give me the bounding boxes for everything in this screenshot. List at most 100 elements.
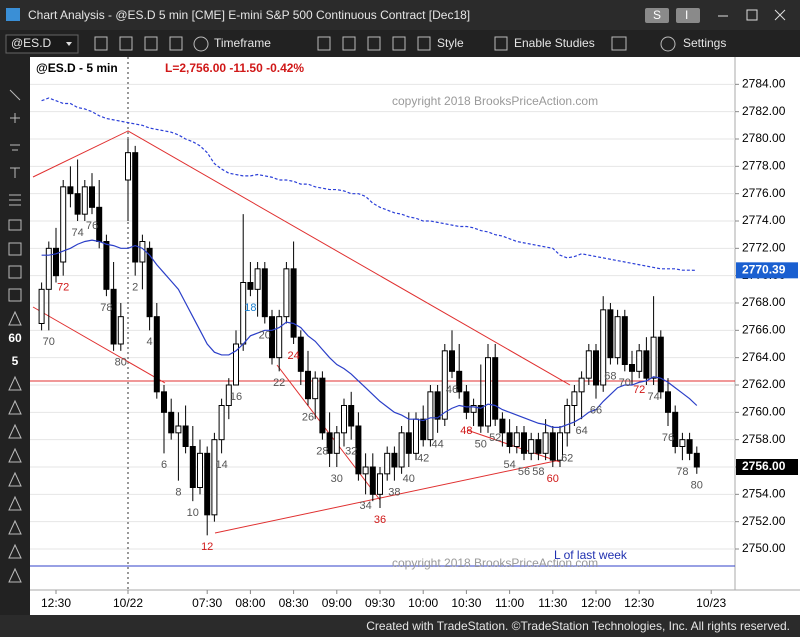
- candle-body: [585, 350, 592, 379]
- y-tick-label: 2758.00: [742, 432, 786, 446]
- bar-number: 48: [460, 425, 472, 437]
- price-flag: [736, 262, 798, 279]
- bar-number: 28: [316, 446, 328, 458]
- bar-number: 74: [71, 227, 83, 239]
- candle-body: [326, 432, 333, 454]
- x-tick-label: 11:30: [538, 596, 567, 610]
- y-tick-label: 2766.00: [742, 323, 786, 337]
- candle-body: [593, 350, 599, 386]
- candle-body: [384, 452, 391, 475]
- candle-body: [132, 152, 139, 263]
- bar-number: 24: [287, 350, 299, 362]
- candle-body: [449, 350, 455, 372]
- candle-body: [283, 268, 290, 318]
- settings-menu[interactable]: Settings: [683, 36, 726, 50]
- candle-body: [218, 405, 225, 441]
- s-button[interactable]: [645, 8, 669, 23]
- dropdown-arrow: [66, 42, 72, 46]
- candle-body: [607, 309, 614, 359]
- candle-body: [117, 316, 124, 345]
- candle-body: [528, 439, 535, 454]
- candle-body: [672, 411, 679, 448]
- candle-body: [506, 432, 513, 448]
- toolbar: [0, 30, 800, 57]
- candle-body: [139, 241, 146, 263]
- candle-body: [110, 288, 117, 345]
- candle-body: [657, 336, 664, 393]
- x-tick-label: 10/22: [113, 596, 143, 610]
- close[interactable]: [774, 9, 786, 21]
- bar-number: 76: [662, 432, 674, 444]
- candle-body: [233, 343, 239, 386]
- i-button[interactable]: [676, 8, 700, 23]
- bar-number: 34: [359, 500, 371, 512]
- candle-body: [377, 473, 383, 495]
- candle-body: [427, 391, 434, 441]
- bar-number: 40: [403, 473, 415, 485]
- candle-body: [600, 309, 607, 386]
- bar-number: 36: [374, 514, 386, 526]
- candle-body: [175, 425, 182, 434]
- interval-5[interactable]: 5: [12, 354, 19, 368]
- candle-body: [420, 418, 427, 441]
- x-tick-label: 12:00: [581, 596, 611, 610]
- candle-body: [348, 405, 355, 427]
- candle-body: [578, 377, 585, 393]
- tool-icons[interactable]: [8, 89, 22, 583]
- candle-body: [362, 466, 369, 475]
- style-menu[interactable]: Style: [437, 36, 464, 50]
- candle-body: [146, 247, 153, 318]
- candle-body: [686, 439, 693, 454]
- copyright: copyright 2018 BrooksPriceAction.com: [392, 556, 598, 570]
- trend-lines: [32, 130, 571, 534]
- bar-number: 4: [147, 336, 153, 348]
- candle-body: [153, 316, 160, 393]
- maximize[interactable]: [746, 9, 758, 21]
- candle-body: [261, 268, 268, 318]
- candle-body: [499, 418, 506, 434]
- studies-menu[interactable]: Enable Studies: [514, 36, 595, 50]
- y-tick-label: 2762.00: [742, 377, 786, 391]
- bar-number: 26: [302, 411, 314, 423]
- candle-body: [67, 186, 74, 195]
- candle-body: [398, 432, 405, 468]
- bar-number: 46: [446, 384, 458, 396]
- candle-body: [38, 288, 45, 325]
- candle-body: [535, 439, 542, 454]
- candle-body: [470, 405, 477, 413]
- candle-body: [549, 432, 556, 461]
- candle-body: [434, 391, 441, 420]
- symbol-box[interactable]: [5, 34, 79, 54]
- price-flag-label: 2770.39: [742, 263, 786, 277]
- candle-body: [693, 452, 700, 468]
- level-note: L of last week: [554, 548, 628, 562]
- candle-body: [276, 316, 283, 359]
- x-tick-label: 09:30: [365, 596, 395, 610]
- interval-60[interactable]: 60: [8, 331, 22, 345]
- x-tick-label: 10:00: [408, 596, 438, 610]
- timeframe-menu[interactable]: Timeframe: [214, 36, 271, 50]
- window-title: Chart Analysis - @ES.D 5 min [CME] E-min…: [28, 8, 470, 22]
- candle-body: [125, 152, 131, 181]
- candle-body: [614, 316, 621, 359]
- symbol[interactable]: @ES.D: [11, 36, 52, 50]
- candle-body: [485, 357, 491, 427]
- y-tick-label: 2754.00: [742, 487, 786, 501]
- y-tick-label: 2764.00: [742, 350, 786, 364]
- bar-number: 78: [100, 302, 112, 314]
- candle-body: [456, 370, 463, 393]
- x-tick-label: 10:30: [451, 596, 481, 610]
- candle-body: [103, 241, 110, 290]
- toolbar-icons[interactable]: [94, 36, 676, 52]
- candle-body: [679, 439, 686, 447]
- s-button-label[interactable]: S: [653, 8, 661, 22]
- y-tick-label: 2778.00: [742, 159, 786, 173]
- y-tick-label: 2772.00: [742, 241, 786, 255]
- y-tick-label: 2750.00: [742, 541, 786, 555]
- x-tick-label: 07:30: [192, 596, 222, 610]
- candle-body: [182, 425, 189, 447]
- moving-average: [41, 239, 698, 428]
- i-button-label[interactable]: I: [685, 8, 688, 22]
- candle-body: [564, 405, 571, 434]
